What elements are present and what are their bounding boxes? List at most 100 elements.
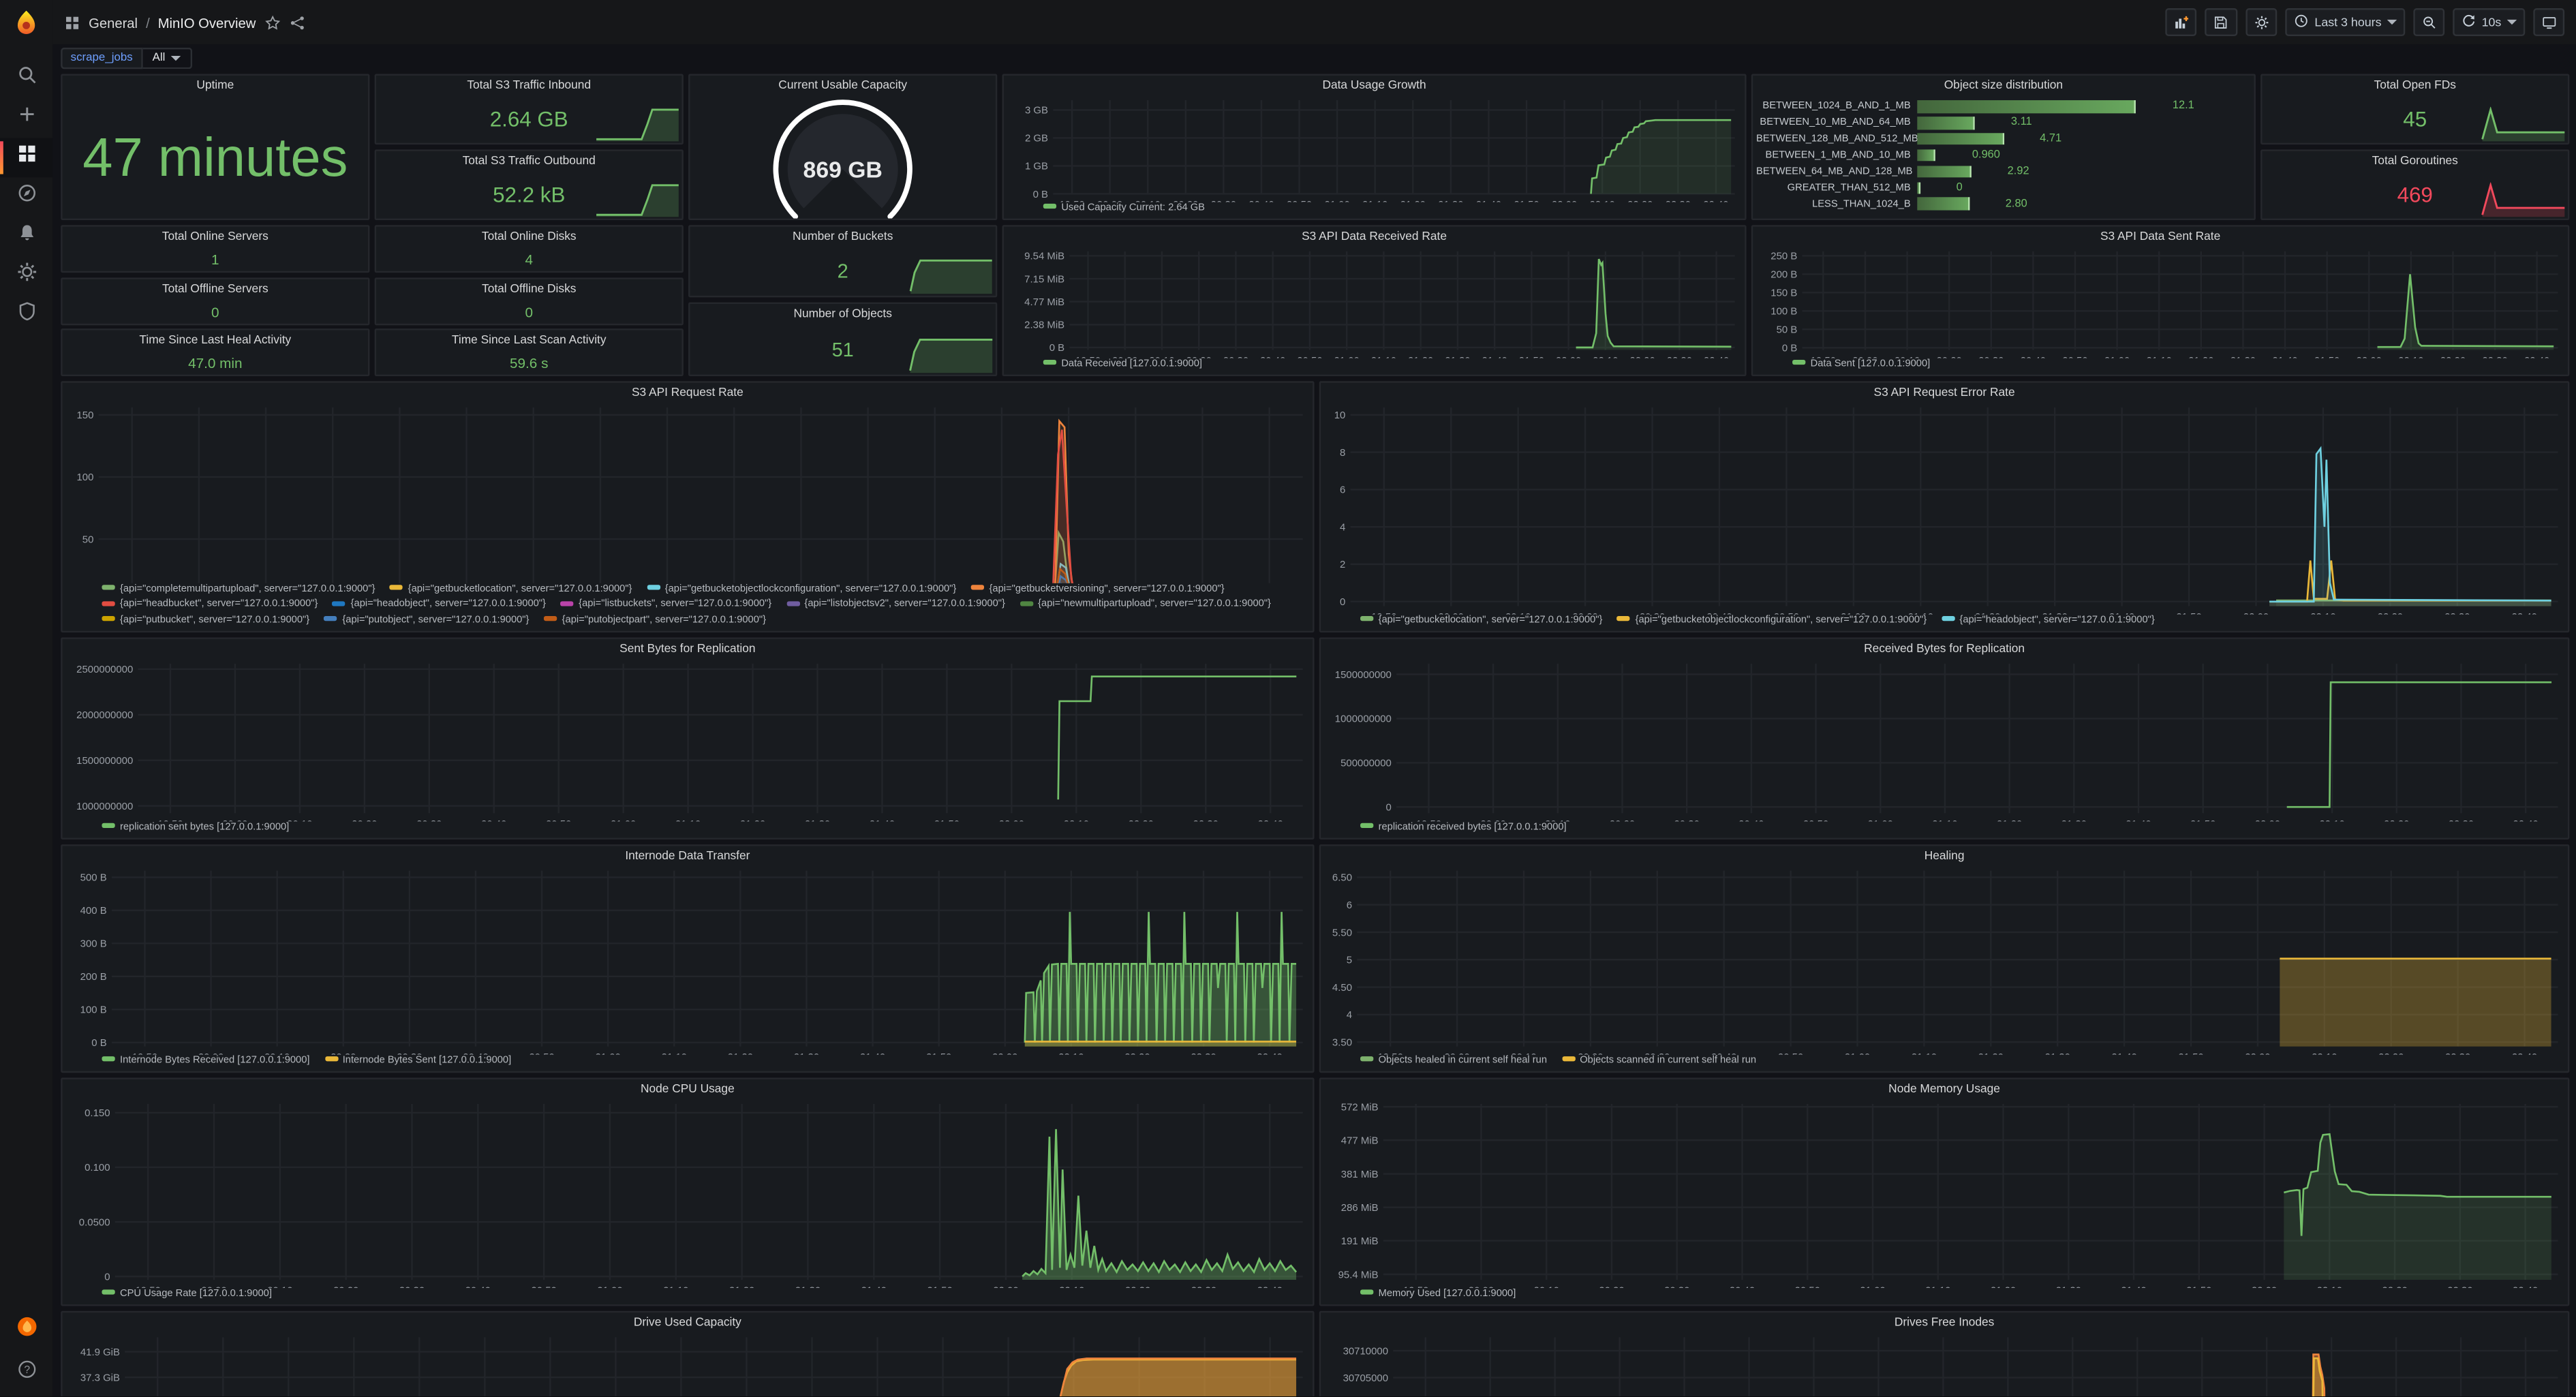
bargauge-bar <box>1917 181 1920 194</box>
sidebar-item-create[interactable] <box>0 99 52 138</box>
legend-item[interactable]: Objects scanned in current self heal run <box>1561 1054 1756 1067</box>
legend-item[interactable]: {api="putbucket", server="127.0.0.1:9000… <box>102 613 309 627</box>
panel-title[interactable]: Object size distribution <box>1944 77 2064 92</box>
panel-title[interactable]: Sent Bytes for Replication <box>619 641 756 656</box>
svg-text:5.50: 5.50 <box>1332 927 1352 938</box>
sidebar-item-dashboards[interactable] <box>0 138 53 178</box>
panel-title[interactable]: Uptime <box>196 77 234 92</box>
legend-item[interactable]: {api="completemultipartupload", server="… <box>102 583 375 596</box>
variable-label[interactable]: scrape_jobs <box>61 47 143 70</box>
grafana-logo-icon[interactable] <box>12 8 41 46</box>
panel-title[interactable]: Total Offline Disks <box>482 281 577 296</box>
chart-drive-used-capacity[interactable]: 19:5020:0020:1020:2020:3020:4020:5021:00… <box>63 1332 1313 1397</box>
panel-title[interactable]: Total S3 Traffic Inbound <box>467 77 592 92</box>
legend-item[interactable]: Data Sent [127.0.0.1:9000] <box>1792 357 1930 371</box>
panel-title[interactable]: S3 API Request Error Rate <box>1873 384 2015 399</box>
refresh-picker[interactable]: 10s <box>2453 8 2525 37</box>
legend-item[interactable]: Used Capacity Current: 2.64 GB <box>1043 201 1205 215</box>
legend-item[interactable]: {api="getbucketobjectlockconfiguration",… <box>1617 613 1927 627</box>
chart-drives-free-inodes[interactable]: 19:5020:0020:1020:2020:3020:4020:5021:00… <box>1321 1332 2568 1397</box>
legend-item[interactable]: {api="getbucketlocation", server="127.0.… <box>1360 613 1602 627</box>
panel-title[interactable]: Time Since Last Scan Activity <box>451 331 607 347</box>
breadcrumb-dashboard-title[interactable]: MinIO Overview <box>157 14 256 31</box>
sidebar-item-configuration[interactable] <box>0 256 52 296</box>
legend-item[interactable]: {api="listobjectsv2", server="127.0.0.1:… <box>786 598 1005 611</box>
chart-sent-bytes-replication[interactable]: 19:50 20:00 20:10 20:20 20:30 20:40 20:50 21:00… <box>63 659 1313 820</box>
chart-node-cpu-usage[interactable]: 19:50 20:00 20:10 20:20 20:30 20:40 20:50 21:00… <box>63 1099 1313 1287</box>
chevron-down-icon <box>170 55 181 61</box>
svg-text:?: ? <box>23 1364 29 1376</box>
panel-title[interactable]: Total Goroutines <box>2372 153 2458 168</box>
legend-item[interactable]: {api="listbuckets", server="127.0.0.1:90… <box>560 598 771 611</box>
panel-title[interactable]: S3 API Data Received Rate <box>1302 228 1447 243</box>
panel-title[interactable]: S3 API Data Sent Rate <box>2100 228 2221 243</box>
share-icon[interactable] <box>289 14 305 30</box>
svg-text:19:50: 19:50 <box>1371 611 1396 613</box>
panel-title[interactable]: Number of Objects <box>793 305 892 321</box>
legend-item[interactable]: {api="putobject", server="127.0.0.1:9000… <box>324 613 529 627</box>
dashboard-settings-button[interactable] <box>2245 8 2278 37</box>
chart-s3-request-error-rate[interactable]: 19:50 20:00 20:10 20:20 20:30 20:40 20:50 21:00… <box>1321 403 2568 613</box>
save-dashboard-button[interactable] <box>2205 8 2238 37</box>
panel-title[interactable]: Number of Buckets <box>793 228 893 243</box>
panel-title[interactable]: Time Since Last Heal Activity <box>139 331 292 347</box>
chart-s3-data-sent-rate[interactable]: 19:50 20:00 20:10 20:20 20:30 20:40 20:50 21:00… <box>1753 247 2568 357</box>
panel-title[interactable]: Drives Free Inodes <box>1894 1314 1995 1330</box>
legend-item[interactable]: {api="putobjectpart", server="127.0.0.1:… <box>544 613 766 627</box>
sidebar-item-server-admin[interactable] <box>0 296 52 335</box>
panel-title[interactable]: Drive Used Capacity <box>633 1314 741 1330</box>
panel-title[interactable]: Node CPU Usage <box>640 1081 735 1096</box>
chart-s3-request-rate[interactable]: 19:5020:0020:1020:2020:3020:4020:5021:00… <box>63 403 1313 583</box>
legend-item[interactable]: Data Received [127.0.0.1:9000] <box>1043 357 1202 371</box>
svg-text:869 GB: 869 GB <box>803 157 883 183</box>
svg-text:22:40: 22:40 <box>1257 1285 1283 1287</box>
legend-item[interactable]: replication sent bytes [127.0.0.1:9000] <box>102 820 289 834</box>
sidebar-item-profile[interactable] <box>0 1311 52 1351</box>
star-icon[interactable] <box>264 14 280 30</box>
legend-item[interactable]: Internode Bytes Sent [127.0.0.1:9000] <box>324 1054 511 1067</box>
zoom-out-time-button[interactable] <box>2412 8 2445 37</box>
chart-node-memory-usage[interactable]: 19:50 20:00 20:10 20:20 20:30 20:40 20:50 21:00… <box>1321 1099 2568 1287</box>
panel-title[interactable]: Internode Data Transfer <box>625 847 750 863</box>
panel-title[interactable]: Current Usable Capacity <box>778 77 908 92</box>
panel-title[interactable]: Total S3 Traffic Outbound <box>462 153 596 168</box>
legend-item[interactable]: replication received bytes [127.0.0.1:90… <box>1360 820 1567 834</box>
panel-title[interactable]: Node Memory Usage <box>1888 1081 2000 1096</box>
variable-value-dropdown[interactable]: All <box>142 47 191 70</box>
panel-total-s3-traffic-inbound: Total S3 Traffic Inbound 2.64 GB <box>374 74 684 145</box>
legend-item[interactable]: {api="headbucket", server="127.0.0.1:900… <box>102 598 318 611</box>
legend-item[interactable]: {api="getbucketobjectlockconfiguration",… <box>647 583 956 596</box>
legend-item[interactable]: {api="getbucketversioning", server="127.… <box>970 583 1225 596</box>
sidebar-item-explore[interactable] <box>0 177 52 217</box>
chart-internode-data-transfer[interactable]: 19:50 20:00 20:10 20:20 20:30 20:40 20:50 21:00… <box>63 865 1313 1054</box>
chart-s3-data-received-rate[interactable]: 19:50 20:00 20:10 20:20 20:30 20:40 20:50 21:00… <box>1004 247 1745 357</box>
svg-text:21:50: 21:50 <box>2186 1285 2211 1287</box>
legend-item[interactable]: {api="headobject", server="127.0.0.1:900… <box>1941 613 2155 627</box>
sidebar-item-search[interactable] <box>0 59 52 99</box>
panel-title[interactable]: S3 API Request Rate <box>631 384 743 399</box>
panel-title[interactable]: Total Open FDs <box>2374 77 2456 92</box>
time-range-picker[interactable]: Last 3 hours <box>2286 8 2405 37</box>
sidebar-item-alerting[interactable] <box>0 217 52 256</box>
add-panel-button[interactable] <box>2165 8 2198 37</box>
sidebar-item-help[interactable]: ? <box>0 1353 52 1393</box>
breadcrumb: General / MinIO Overview <box>64 14 305 31</box>
legend-item[interactable]: Objects healed in current self heal run <box>1360 1054 1547 1067</box>
chart-healing[interactable]: 19:50 20:00 20:10 20:20 20:30 20:40 20:50 21:00… <box>1321 865 2568 1054</box>
panel-title[interactable]: Total Online Servers <box>162 228 269 243</box>
legend-item[interactable]: {api="headobject", server="127.0.0.1:900… <box>333 598 546 611</box>
breadcrumb-folder[interactable]: General <box>89 14 138 31</box>
panel-title[interactable]: Total Online Disks <box>481 228 577 243</box>
panel-title[interactable]: Healing <box>1924 847 1965 863</box>
panel-title[interactable]: Received Bytes for Replication <box>1864 641 2025 656</box>
chart-data-usage-growth[interactable]: 19:50 20:00 20:10 20:20 20:30 20:40 20:50 21:00… <box>1004 95 1745 201</box>
tv-mode-button[interactable] <box>2532 8 2565 37</box>
panel-title[interactable]: Total Offline Servers <box>162 281 269 296</box>
chart-received-bytes-replication[interactable]: 19:50 20:00 20:10 20:20 20:30 20:40 20:50 21:00… <box>1321 659 2568 820</box>
legend-item[interactable]: CPU Usage Rate [127.0.0.1:9000] <box>102 1287 272 1301</box>
legend-item[interactable]: Internode Bytes Received [127.0.0.1:9000… <box>102 1054 309 1067</box>
legend-item[interactable]: Memory Used [127.0.0.1:9000] <box>1360 1287 1516 1301</box>
legend-item[interactable]: {api="newmultipartupload", server="127.0… <box>1019 598 1271 611</box>
panel-title[interactable]: Data Usage Growth <box>1322 77 1426 92</box>
legend-item[interactable]: {api="getbucketlocation", server="127.0.… <box>390 583 632 596</box>
